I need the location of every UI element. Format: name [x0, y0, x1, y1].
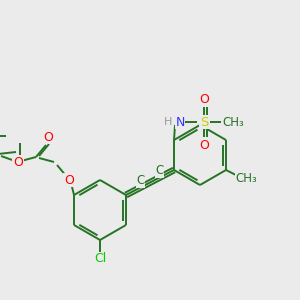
Text: S: S — [200, 116, 208, 128]
Text: O: O — [199, 139, 209, 152]
Text: O: O — [13, 155, 23, 169]
Text: O: O — [199, 92, 209, 106]
Text: CH₃: CH₃ — [235, 172, 257, 184]
Text: O: O — [43, 130, 53, 143]
Text: C: C — [155, 164, 164, 177]
Text: O: O — [64, 173, 74, 187]
Text: H: H — [164, 117, 172, 127]
Text: CH₃: CH₃ — [222, 116, 244, 128]
Text: N: N — [175, 116, 185, 128]
Text: C: C — [136, 174, 145, 187]
Text: Cl: Cl — [94, 253, 106, 266]
